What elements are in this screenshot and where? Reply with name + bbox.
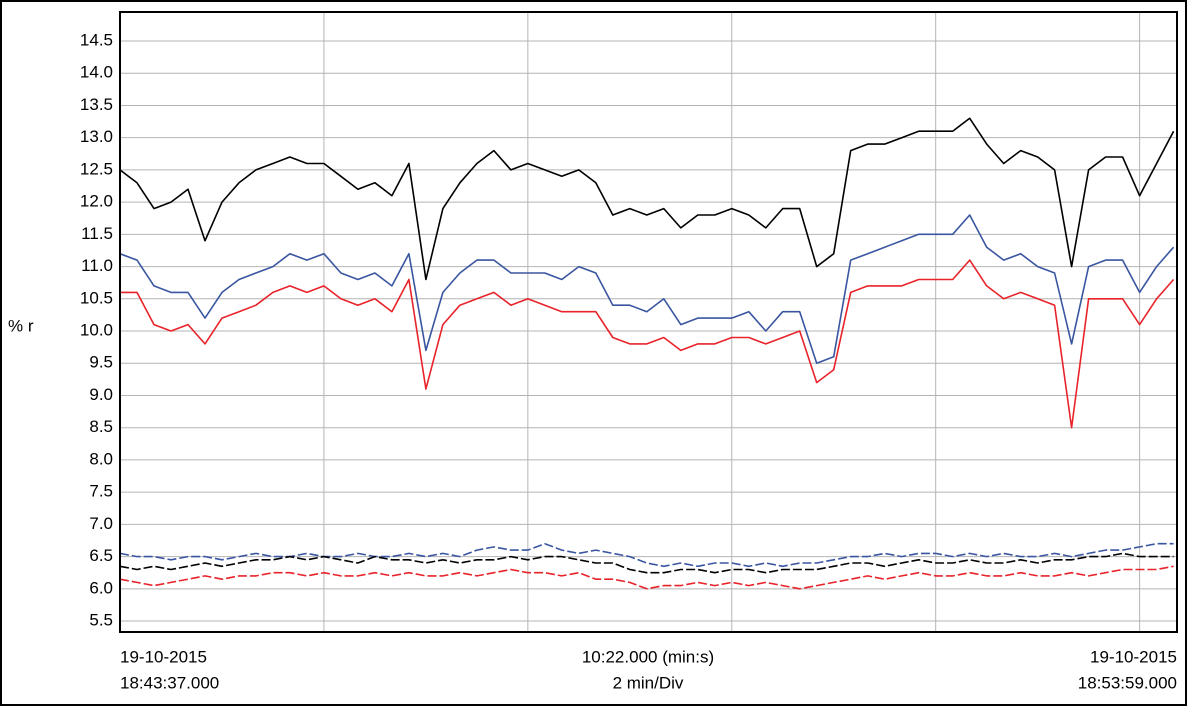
y-tick-label: 10.0 — [80, 321, 113, 340]
x-center-span: 10:22.000 (min:s) — [582, 647, 714, 666]
plot-frame — [119, 11, 1178, 633]
x-start-time: 18:43:37.000 — [120, 673, 219, 692]
series-line — [119, 117, 1175, 281]
series-line — [120, 259, 1175, 429]
series-line — [119, 565, 1174, 590]
y-tick-label: 9.0 — [89, 385, 113, 404]
y-tick-label: 13.0 — [80, 127, 113, 146]
y-tick-label: 8.5 — [89, 417, 113, 436]
x-end-date: 19-10-2015 — [1090, 647, 1177, 666]
series-line — [119, 552, 1174, 574]
x-start-date: 19-10-2015 — [120, 647, 207, 666]
x-center-division: 2 min/Div — [613, 673, 684, 692]
y-tick-label: 6.5 — [89, 546, 113, 565]
y-tick-label: 14.5 — [80, 30, 113, 49]
y-tick-label: 10.5 — [80, 288, 113, 307]
y-tick-label: 12.0 — [80, 192, 113, 211]
x-end-time: 18:53:59.000 — [1078, 673, 1177, 692]
y-tick-label: 7.0 — [89, 514, 113, 533]
y-tick-label: 9.5 — [89, 353, 113, 372]
y-tick-label: 7.5 — [89, 482, 113, 501]
y-tick-label: 12.5 — [80, 159, 113, 178]
y-tick-label: 11.0 — [81, 256, 113, 275]
series-line — [119, 542, 1174, 568]
y-tick-label: 14.0 — [80, 63, 113, 82]
y-axis-label: % r — [8, 316, 34, 335]
series-line — [119, 214, 1175, 364]
y-tick-label: 5.5 — [89, 611, 113, 630]
y-tick-label: 13.5 — [80, 95, 113, 114]
y-tick-label: 6.0 — [89, 578, 113, 597]
y-tick-label: 8.0 — [89, 449, 113, 468]
y-tick-label: 11.5 — [81, 224, 113, 243]
